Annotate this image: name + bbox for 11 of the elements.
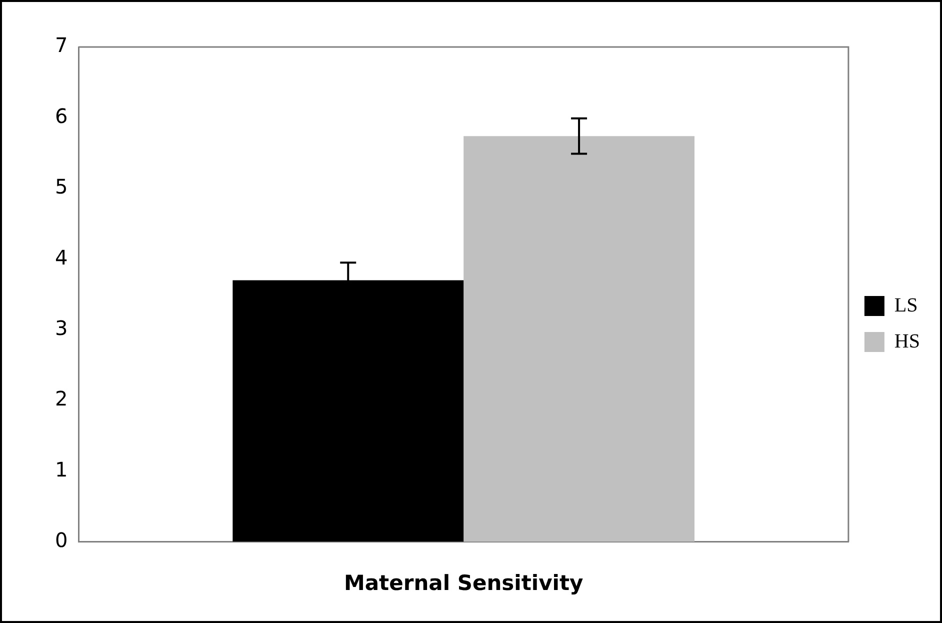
y-tick-label: 1 <box>54 457 68 482</box>
legend-label: LS <box>894 294 918 316</box>
y-tick-label: 2 <box>54 386 68 411</box>
x-axis-title: Maternal Sensitivity <box>344 570 584 595</box>
legend-label: HS <box>894 330 920 352</box>
y-tick-label: 0 <box>54 528 68 552</box>
y-tick-label: 5 <box>54 174 68 199</box>
y-tick-label: 7 <box>54 33 68 58</box>
y-tick-label: 6 <box>54 104 68 128</box>
y-tick-label: 4 <box>54 245 68 270</box>
y-tick-label: 3 <box>54 316 68 340</box>
